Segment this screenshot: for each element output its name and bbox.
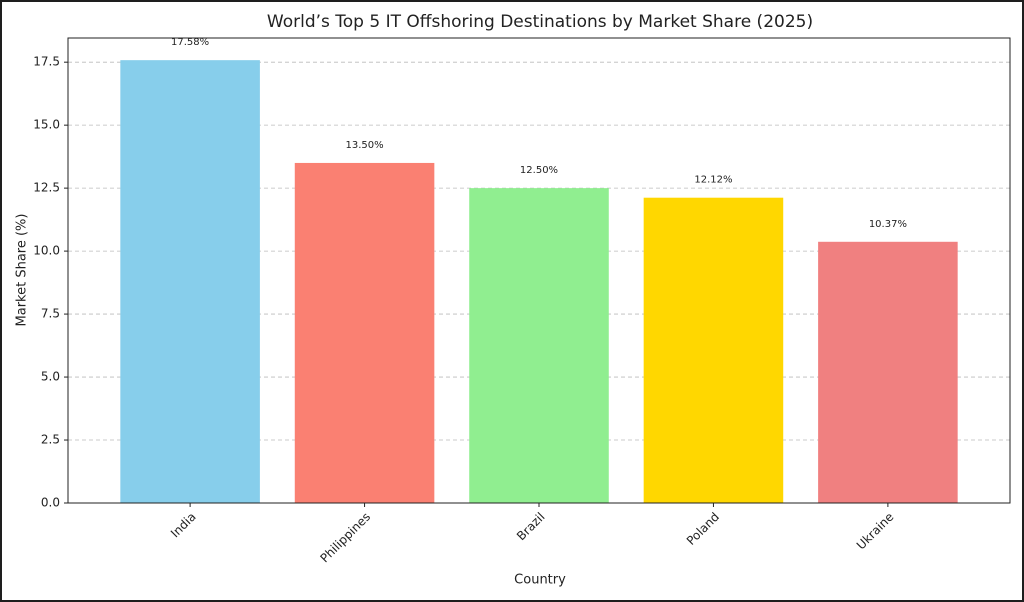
value-label: 13.50%: [345, 140, 383, 151]
y-tick-label: 0.0: [41, 496, 60, 510]
y-tick-label: 17.5: [33, 55, 60, 69]
y-tick-label: 5.0: [41, 370, 60, 384]
y-axis-label: Market Share (%): [15, 214, 30, 327]
value-label: 10.37%: [869, 219, 907, 230]
value-label: 12.50%: [520, 165, 558, 176]
value-label: 17.58%: [171, 37, 209, 48]
chart-title: World’s Top 5 IT Offshoring Destinations…: [267, 12, 813, 32]
plot-frame: [67, 37, 1011, 504]
y-tick-label: 15.0: [33, 118, 60, 132]
bar: [120, 60, 260, 504]
x-axis-label: Country: [514, 573, 566, 588]
y-tick-label: 7.5: [41, 307, 60, 321]
value-label: 12.12%: [694, 175, 732, 186]
bar: [818, 241, 958, 503]
bar: [643, 197, 784, 503]
bar: [294, 162, 435, 503]
bar: [469, 188, 609, 503]
y-tick-label: 10.0: [33, 244, 60, 258]
y-tick-label: 2.5: [41, 433, 60, 447]
y-tick-label: 12.5: [33, 181, 60, 195]
